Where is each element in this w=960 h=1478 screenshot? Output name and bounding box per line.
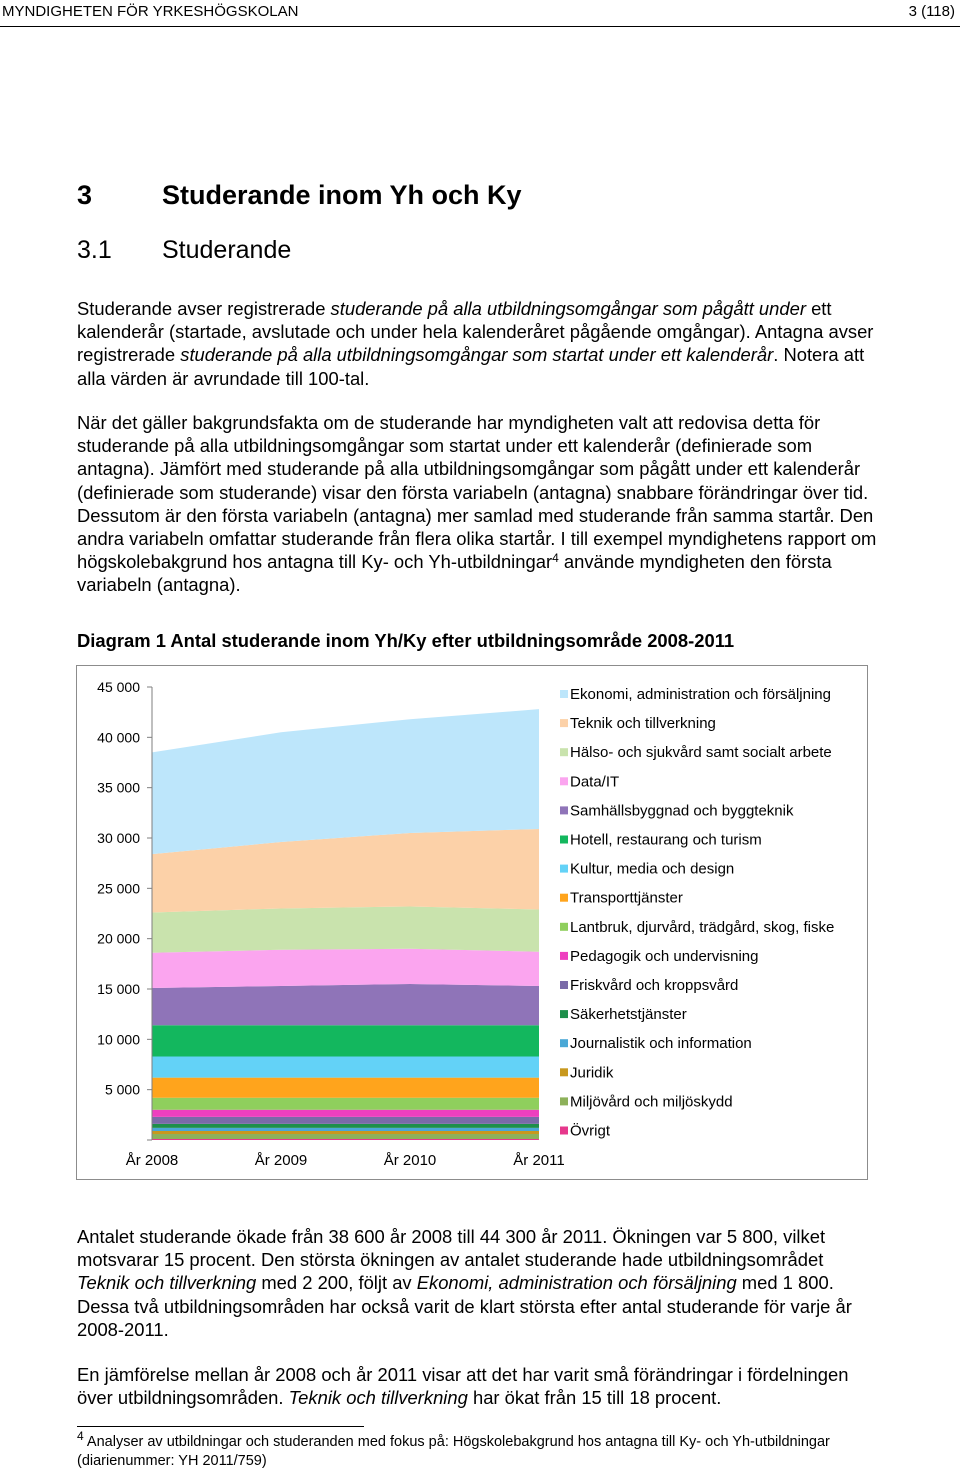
legend-entry: Hälso- och sjukvård samt socialt arbete	[570, 744, 832, 761]
legend-entry: Journalistik och information	[570, 1035, 752, 1052]
legend-swatch	[560, 1039, 568, 1048]
area-friskvard-och-kroppsvard	[152, 1116, 539, 1124]
header-rule	[0, 26, 960, 27]
legend-swatch	[560, 719, 568, 728]
y-tick-label: 10 000	[97, 1031, 140, 1047]
stacked-area-chart: 5 000 10 000 15 000 20 000 25 000 30 000 35 00…	[76, 665, 868, 1180]
intro-text-3: . Notera att alla värden är avrundade ti…	[77, 344, 865, 389]
comparison-text-1: En jämförelse mellan år 2008 och år 2011…	[77, 1364, 849, 1409]
chart-svg: 5 000 10 000 15 000 20 000 25 000 30 000 35 00…	[97, 679, 834, 1169]
y-tick-label: 45 000	[97, 679, 140, 695]
header-page-number: 3 (118)	[908, 3, 955, 20]
y-tick-label: 35 000	[97, 780, 140, 796]
area-journalistik-och-information	[152, 1127, 539, 1131]
summary-italic-2: Ekonomi, administration och försäljning	[416, 1272, 737, 1294]
comparison-italic: Teknik och tillverkning	[288, 1387, 468, 1409]
section-number: 3.1	[77, 236, 112, 264]
legend-entry: Pedagogik och undervisning	[570, 948, 758, 965]
legend-swatch	[560, 1068, 568, 1077]
y-tick-label: 30 000	[97, 830, 140, 846]
legend-entry: Säkerhetstjänster	[570, 1006, 687, 1023]
y-tick-label: 20 000	[97, 931, 140, 947]
legend-entry: Teknik och tillverkning	[570, 715, 716, 732]
intro-text-1: Studerande avser registrerade	[77, 298, 331, 319]
legend-swatch	[560, 1097, 568, 1106]
chapter-number: 3	[77, 180, 93, 210]
background-text-end: använde myndigheten den första variabeln…	[77, 551, 832, 596]
legend-entry: Lantbruk, djurvård, trädgård, skog, fisk…	[570, 919, 834, 936]
area-teknik-och-tillverkning	[152, 828, 539, 913]
footnote: 4 Analyser av utbildningar och studerand…	[77, 1430, 857, 1471]
header-organization: MYNDIGHETEN FÖR YRKESHÖGSKOLAN	[2, 3, 299, 20]
section-title: Studerande	[162, 236, 292, 264]
area-juridik	[152, 1130, 539, 1134]
comparison-paragraph: En jämförelse mellan år 2008 och år 2011…	[77, 1363, 877, 1409]
intro-paragraph: Studerande avser registrerade studerande…	[77, 297, 877, 390]
area-hotell-restaurang-och-turism	[152, 1025, 539, 1057]
summary-paragraph: Antalet studerande ökade från 38 600 år …	[77, 1225, 877, 1341]
legend-entry: Friskvård och kroppsvård	[570, 977, 738, 994]
chapter-title: Studerande inom Yh och Ky	[162, 180, 522, 210]
summary-italic-1: Teknik och tillverkning	[77, 1272, 257, 1294]
legend-entry: Juridik	[570, 1064, 614, 1081]
running-header: MYNDIGHETEN FÖR YRKESHÖGSKOLAN 3 (118)	[0, 0, 960, 27]
intro-italic-1: studerande på alla utbildningsomgångar s…	[330, 298, 806, 319]
summary-text-3: med 1 800. Dessa två utbildningsområden …	[77, 1272, 852, 1340]
comparison-text-2: har ökat från 15 till 18 procent.	[467, 1387, 722, 1409]
y-tick-label: 15 000	[97, 981, 140, 997]
legend-swatch	[560, 981, 568, 989]
y-tick-label: 25 000	[97, 880, 140, 896]
x-tick-label: År 2009	[255, 1152, 308, 1169]
legend-entry: Miljövård och miljöskydd	[570, 1093, 733, 1110]
legend-swatch	[560, 748, 568, 757]
legend-swatch	[560, 835, 568, 844]
legend-swatch	[560, 893, 568, 902]
legend-swatch	[560, 806, 568, 815]
area-ovrigt	[152, 1138, 539, 1140]
diagram-title: Diagram 1 Antal studerande inom Yh/Ky ef…	[77, 630, 735, 651]
legend-swatch	[560, 864, 568, 873]
intro-text-2: ett kalenderår (startade, avslutade och …	[77, 298, 874, 366]
background-text: När det gäller bakgrundsfakta om de stud…	[77, 412, 877, 573]
legend-swatch	[560, 1010, 568, 1019]
y-tick-label: 40 000	[97, 729, 140, 745]
summary-text-2: med 2 200, följt av	[256, 1272, 417, 1294]
y-tick-label: 5 000	[105, 1082, 140, 1098]
legend-entry: Övrigt	[570, 1122, 611, 1140]
x-tick-label: År 2011	[513, 1152, 564, 1169]
legend-entry: Data/IT	[570, 773, 619, 790]
background-paragraph: När det gäller bakgrundsfakta om de stud…	[77, 411, 877, 597]
legend-entry: Kultur, media och design	[570, 861, 734, 878]
footnote-separator	[77, 1426, 364, 1427]
footnote-text: Analyser av utbildningar och studeranden…	[77, 1434, 830, 1469]
x-tick-label: År 2008	[126, 1152, 179, 1169]
summary-text-1: Antalet studerande ökade från 38 600 år …	[77, 1226, 826, 1271]
area-halso-och-sjukvard-samt-socialt-arbete	[152, 906, 539, 953]
legend-swatch	[560, 690, 568, 698]
legend-entry: Transporttjänster	[570, 890, 683, 907]
section-heading: 3.1 Studerande	[77, 236, 291, 265]
area-transporttjanster	[152, 1077, 539, 1098]
x-tick-label: År 2010	[384, 1152, 437, 1169]
chapter-heading: 3 Studerande inom Yh och Ky	[77, 180, 522, 211]
area-ekonomi-administration-och-forsaljning	[152, 709, 539, 855]
area-data-it	[152, 948, 539, 988]
footnote-number: 4	[77, 1429, 84, 1443]
legend-entry: Ekonomi, administration och försäljning	[570, 686, 831, 703]
footnote-reference[interactable]: 4	[552, 551, 559, 566]
area-miljovard-och-miljoskydd	[152, 1133, 539, 1139]
area-pedagogik-och-undervisning	[152, 1109, 539, 1117]
legend-entry: Hotell, restaurang och turism	[570, 832, 762, 849]
legend-swatch	[560, 1126, 568, 1135]
legend-entry: Samhällsbyggnad och byggteknik	[570, 802, 794, 819]
area-kultur-media-och-design	[152, 1056, 539, 1078]
legend-swatch	[560, 922, 568, 931]
area-sakerhetstjanster	[152, 1123, 539, 1128]
legend-swatch	[560, 777, 568, 786]
intro-italic-2: studerande på alla utbildningsomgångar s…	[180, 344, 774, 366]
area-samhallsbyggnad-och-byggteknik	[152, 983, 539, 1026]
legend-swatch	[560, 951, 568, 960]
area-lantbruk-djurvard-tradgard-skog-fiske	[152, 1097, 539, 1110]
